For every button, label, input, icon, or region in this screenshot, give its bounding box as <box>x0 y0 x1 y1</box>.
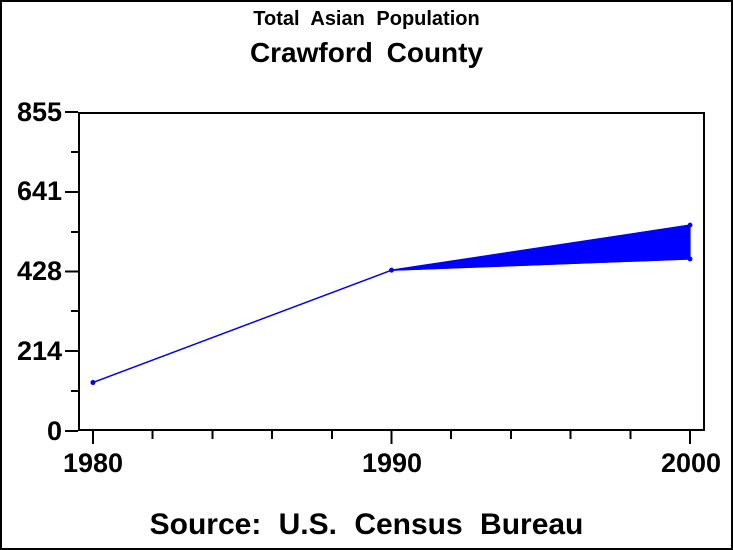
data-point-marker <box>90 380 96 385</box>
x-axis-tick-label: 1990 <box>361 448 423 478</box>
y-axis-tick-label: 855 <box>16 97 62 127</box>
chart-subtitle: Crawford County <box>249 37 484 68</box>
y-axis-tick-label: 0 <box>46 416 62 446</box>
y-axis-tick-label: 214 <box>16 336 62 366</box>
band-area <box>92 224 691 383</box>
y-axis-tick-label: 641 <box>16 176 62 206</box>
chart-title: Total Asian Population <box>253 8 480 30</box>
plot-frame <box>78 112 705 431</box>
x-axis-tick-label: 2000 <box>660 448 722 478</box>
data-point-marker <box>687 256 693 262</box>
x-axis-tick-label: 1980 <box>62 448 124 478</box>
data-point-marker <box>687 222 693 228</box>
data-point-marker <box>389 267 394 273</box>
y-axis-tick-label: 428 <box>16 256 62 286</box>
source-footnote: Source: U.S. Census Bureau <box>149 508 584 541</box>
series-line-lower-bound <box>92 258 691 384</box>
